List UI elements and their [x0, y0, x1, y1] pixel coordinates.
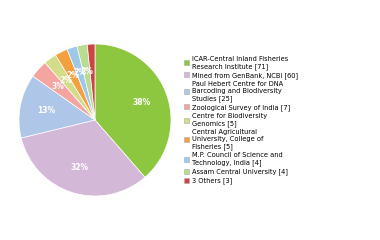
Wedge shape: [95, 44, 171, 177]
Wedge shape: [21, 120, 145, 196]
Wedge shape: [19, 76, 95, 138]
Text: 13%: 13%: [37, 106, 55, 115]
Wedge shape: [67, 46, 95, 120]
Wedge shape: [45, 55, 95, 120]
Text: 2%: 2%: [66, 71, 79, 80]
Text: 38%: 38%: [132, 98, 150, 107]
Wedge shape: [55, 49, 95, 120]
Text: 32%: 32%: [71, 162, 89, 172]
Text: 2%: 2%: [80, 67, 93, 76]
Legend: ICAR-Central Inland Fisheries
Research Institute [71], Mined from GenBank, NCBI : ICAR-Central Inland Fisheries Research I…: [184, 56, 298, 184]
Wedge shape: [33, 63, 95, 120]
Wedge shape: [87, 44, 95, 120]
Text: 2%: 2%: [59, 76, 72, 85]
Text: 2%: 2%: [74, 68, 87, 78]
Text: 3%: 3%: [52, 82, 65, 91]
Wedge shape: [77, 44, 95, 120]
